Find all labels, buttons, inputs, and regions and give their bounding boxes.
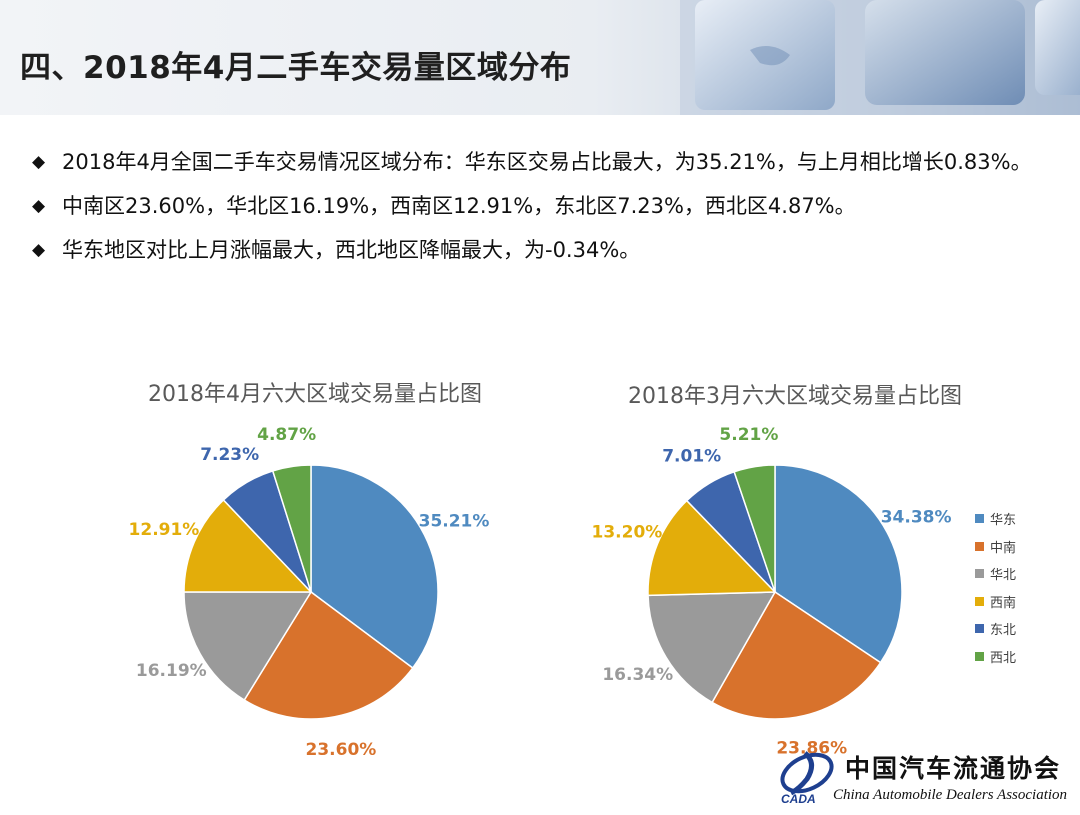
- pie-slice-华东: [310, 464, 439, 670]
- cada-logo-text: CADA: [781, 792, 816, 806]
- pie-data-label: 7.01%: [662, 446, 721, 466]
- legend-label: 东北: [990, 623, 1017, 639]
- legend-swatch: [975, 514, 984, 524]
- legend-swatch: [975, 569, 984, 579]
- bullet-text: 华东地区对比上月涨幅最大，西北地区降幅最大，为-0.34%。: [62, 238, 641, 262]
- bullet-item: ◆ 中南区23.60%，华北区16.19%，西南区12.91%，东北区7.23%…: [28, 186, 1048, 226]
- pie-slice-西北: [733, 464, 776, 593]
- pie-slice-西北: [271, 464, 312, 593]
- pie-data-label: 23.86%: [776, 739, 847, 759]
- pie-data-label: 35.21%: [419, 511, 490, 531]
- pie-data-label: 13.20%: [592, 522, 663, 542]
- pie-data-label: 4.87%: [257, 425, 316, 445]
- cada-logo-icon: CADA: [780, 751, 834, 806]
- legend-swatch: [975, 651, 984, 661]
- pie-data-label: 16.19%: [136, 661, 207, 681]
- legend-item: 西南: [975, 588, 1016, 616]
- pie-slice-中南: [711, 590, 882, 720]
- bullet-text: 2018年4月全国二手车交易情况区域分布：华东区交易占比最大，为35.21%，与…: [62, 150, 1032, 174]
- pie-data-label: 12.91%: [129, 520, 200, 540]
- chart-title-april: 2018年4月六大区域交易量占比图: [148, 382, 482, 407]
- pie-data-label: 5.21%: [719, 425, 778, 445]
- legend-swatch: [975, 624, 984, 634]
- diamond-bullet-icon: ◆: [32, 152, 46, 172]
- legend-swatch: [975, 541, 984, 551]
- legend-label: 华东: [990, 513, 1017, 529]
- legend-label: 华北: [990, 568, 1017, 584]
- header-banner: 四、2018年4月二手车交易量区域分布: [0, 0, 1080, 115]
- pie-slice-华北: [647, 591, 777, 704]
- legend-label: 中南: [990, 540, 1017, 556]
- legend-label: 西南: [990, 595, 1017, 611]
- page-title: 四、2018年4月二手车交易量区域分布: [20, 50, 572, 86]
- bullet-text: 中南区23.60%，华北区16.19%，西南区12.91%，东北区7.23%，西…: [62, 194, 856, 218]
- diamond-bullet-icon: ◆: [32, 196, 46, 216]
- legend-item: 中南: [975, 533, 1016, 561]
- bullet-list: ◆ 2018年4月全国二手车交易情况区域分布：华东区交易占比最大，为35.21%…: [28, 142, 1048, 274]
- chart-legend: 华东中南华北西南东北西北: [975, 505, 1016, 670]
- pie-data-label: 23.60%: [306, 740, 377, 760]
- pie-slice-西南: [183, 498, 313, 593]
- legend-item: 华北: [975, 560, 1016, 588]
- pie-data-label: 34.38%: [881, 508, 952, 528]
- bullet-item: ◆ 2018年4月全国二手车交易情况区域分布：华东区交易占比最大，为35.21%…: [28, 142, 1048, 182]
- chart-title-march: 2018年3月六大区域交易量占比图: [628, 384, 962, 409]
- pie-data-label: 7.23%: [200, 445, 259, 465]
- pie-slice-西南: [647, 499, 777, 597]
- bullet-item: ◆ 华东地区对比上月涨幅最大，西北地区降幅最大，为-0.34%。: [28, 230, 1048, 270]
- logo-name-cn: 中国汽车流通协会: [845, 754, 1062, 783]
- pie-slice-华北: [183, 591, 313, 702]
- legend-item: 华东: [975, 505, 1016, 533]
- pie-slice-中南: [243, 590, 414, 720]
- legend-item: 东北: [975, 615, 1016, 643]
- pie-data-label: 16.34%: [602, 665, 673, 685]
- diamond-bullet-icon: ◆: [32, 240, 46, 260]
- legend-label: 西北: [990, 650, 1017, 666]
- cada-logo: CADA 中国汽车流通协会 China Automobile Dealers A…: [775, 745, 1075, 810]
- header-photo: [680, 0, 1080, 115]
- legend-swatch: [975, 596, 984, 606]
- logo-name-en: China Automobile Dealers Association: [833, 787, 1068, 803]
- legend-item: 西北: [975, 643, 1016, 671]
